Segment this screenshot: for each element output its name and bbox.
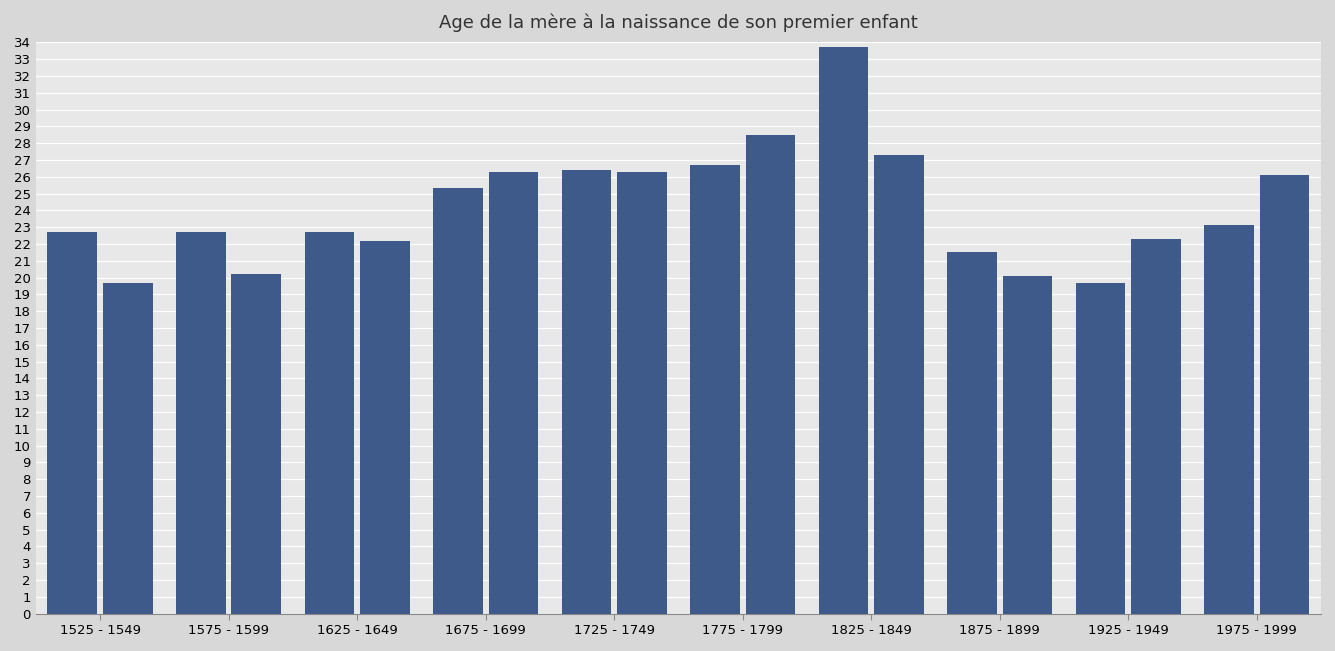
Bar (433, 189, 483, 614)
Bar (1260, 175, 1310, 614)
Bar (1003, 276, 1052, 614)
Bar (874, 155, 924, 614)
Bar (360, 241, 410, 614)
Bar (690, 165, 740, 614)
Title: Age de la mère à la naissance de son premier enfant: Age de la mère à la naissance de son pre… (439, 14, 917, 33)
Bar (617, 172, 666, 614)
Bar (1204, 225, 1254, 614)
Bar (1131, 239, 1181, 614)
Bar (48, 232, 97, 614)
Bar (176, 232, 226, 614)
Bar (562, 170, 611, 614)
Bar (103, 283, 152, 614)
Bar (231, 274, 282, 614)
Bar (489, 172, 538, 614)
Bar (1076, 283, 1125, 614)
Bar (304, 232, 354, 614)
Bar (746, 135, 796, 614)
Bar (948, 253, 997, 614)
Bar (818, 48, 868, 614)
